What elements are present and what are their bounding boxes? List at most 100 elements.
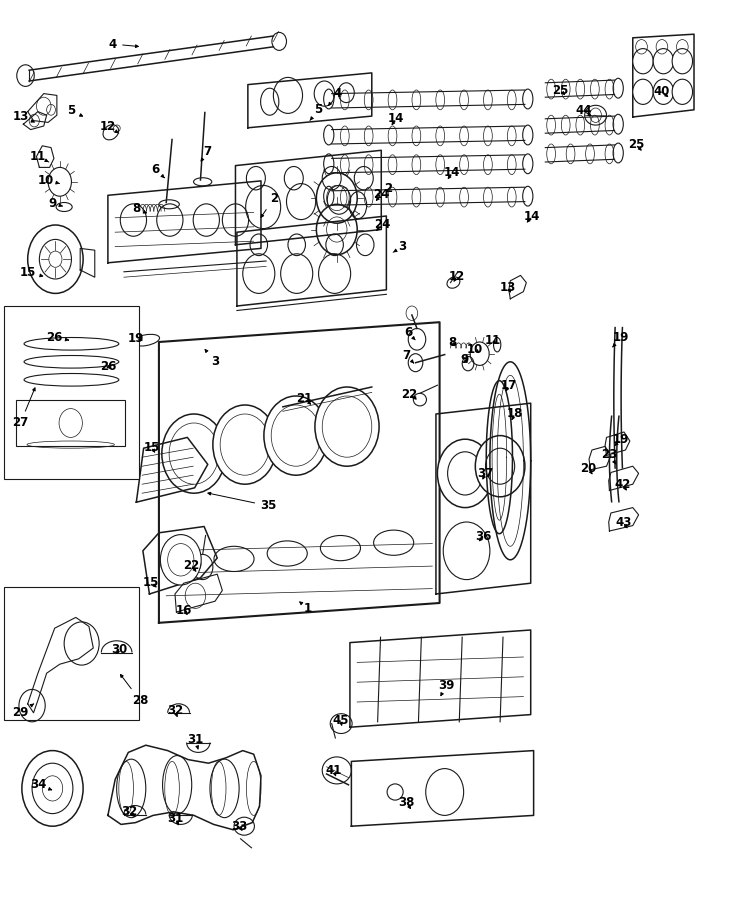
Text: 3: 3 [393,240,407,253]
Text: 4: 4 [329,87,342,105]
Text: 19: 19 [613,433,629,446]
Text: 44: 44 [575,104,591,117]
Text: 2: 2 [377,183,392,196]
Polygon shape [237,216,386,306]
Circle shape [672,79,693,104]
Text: 17: 17 [501,379,517,392]
Text: 22: 22 [402,388,418,400]
Text: 42: 42 [615,478,631,491]
Text: 16: 16 [176,604,192,617]
Text: 14: 14 [524,210,540,222]
Text: 36: 36 [475,530,491,543]
Text: 32: 32 [167,705,183,717]
Text: 5: 5 [67,104,82,117]
Text: 11: 11 [30,150,49,163]
Polygon shape [235,150,381,245]
Text: 12: 12 [449,270,465,283]
Polygon shape [605,432,630,455]
Text: 41: 41 [326,764,342,777]
Text: 27: 27 [12,388,35,429]
Polygon shape [436,403,531,594]
Polygon shape [53,329,77,353]
Polygon shape [589,446,611,470]
Text: 7: 7 [402,349,413,364]
Text: 2: 2 [261,192,278,217]
Text: 26: 26 [100,360,116,373]
Text: 22: 22 [183,559,199,572]
Text: 19: 19 [128,332,144,345]
Bar [4,587,139,720]
Text: 6: 6 [404,327,416,340]
Polygon shape [108,745,261,830]
Text: 29: 29 [12,704,34,719]
Text: 15: 15 [143,576,159,589]
Text: 25: 25 [552,84,568,96]
Text: 14: 14 [388,112,404,125]
Bar [91,343,136,382]
Polygon shape [609,466,639,490]
Circle shape [672,49,693,74]
Polygon shape [351,751,534,826]
Text: 31: 31 [167,813,183,825]
Text: 34: 34 [30,778,52,791]
Circle shape [264,396,328,475]
Circle shape [28,225,83,293]
Text: 8: 8 [132,202,147,215]
Text: 39: 39 [438,680,454,696]
Polygon shape [159,322,440,623]
Text: 28: 28 [120,674,148,706]
Text: 43: 43 [615,516,631,528]
Polygon shape [633,34,694,117]
Text: 10: 10 [467,343,483,356]
Polygon shape [175,574,222,612]
Text: 21: 21 [297,392,313,405]
Circle shape [475,436,525,497]
Text: 38: 38 [399,796,415,809]
Text: 13: 13 [12,110,34,122]
Text: 4: 4 [109,38,139,50]
Text: 26: 26 [47,331,69,344]
Circle shape [162,414,226,493]
Text: 15: 15 [20,266,43,279]
Text: 9: 9 [460,353,469,365]
Circle shape [653,49,674,74]
Polygon shape [99,356,122,380]
Text: 9: 9 [48,197,62,210]
Text: 40: 40 [654,86,670,98]
Text: 31: 31 [187,734,203,749]
Text: 35: 35 [208,492,276,512]
Text: 6: 6 [151,163,164,178]
Text: 45: 45 [332,714,348,726]
Circle shape [633,79,653,104]
Text: 7: 7 [201,145,212,161]
Polygon shape [248,73,372,128]
Text: 30: 30 [111,644,127,656]
Circle shape [653,79,674,104]
Polygon shape [136,437,208,502]
Text: 18: 18 [507,408,523,420]
Text: 1: 1 [300,602,312,615]
Polygon shape [23,112,47,130]
Text: 19: 19 [613,331,629,346]
Text: 10: 10 [38,174,60,186]
Polygon shape [609,508,639,531]
Circle shape [160,535,201,585]
Text: 5: 5 [310,104,323,121]
Text: 37: 37 [477,467,494,480]
Circle shape [633,49,653,74]
Polygon shape [143,526,217,594]
Polygon shape [108,181,261,263]
Circle shape [437,439,493,508]
Text: 24: 24 [374,219,390,231]
Text: 14: 14 [444,166,460,179]
Circle shape [213,405,277,484]
Text: 20: 20 [580,462,596,474]
Text: 32: 32 [122,806,138,818]
Text: 12: 12 [100,120,119,133]
Text: 25: 25 [628,139,644,151]
Text: 11: 11 [485,334,501,346]
Polygon shape [509,275,526,299]
Circle shape [315,387,379,466]
Bar [16,400,125,446]
Text: 8: 8 [448,337,456,349]
